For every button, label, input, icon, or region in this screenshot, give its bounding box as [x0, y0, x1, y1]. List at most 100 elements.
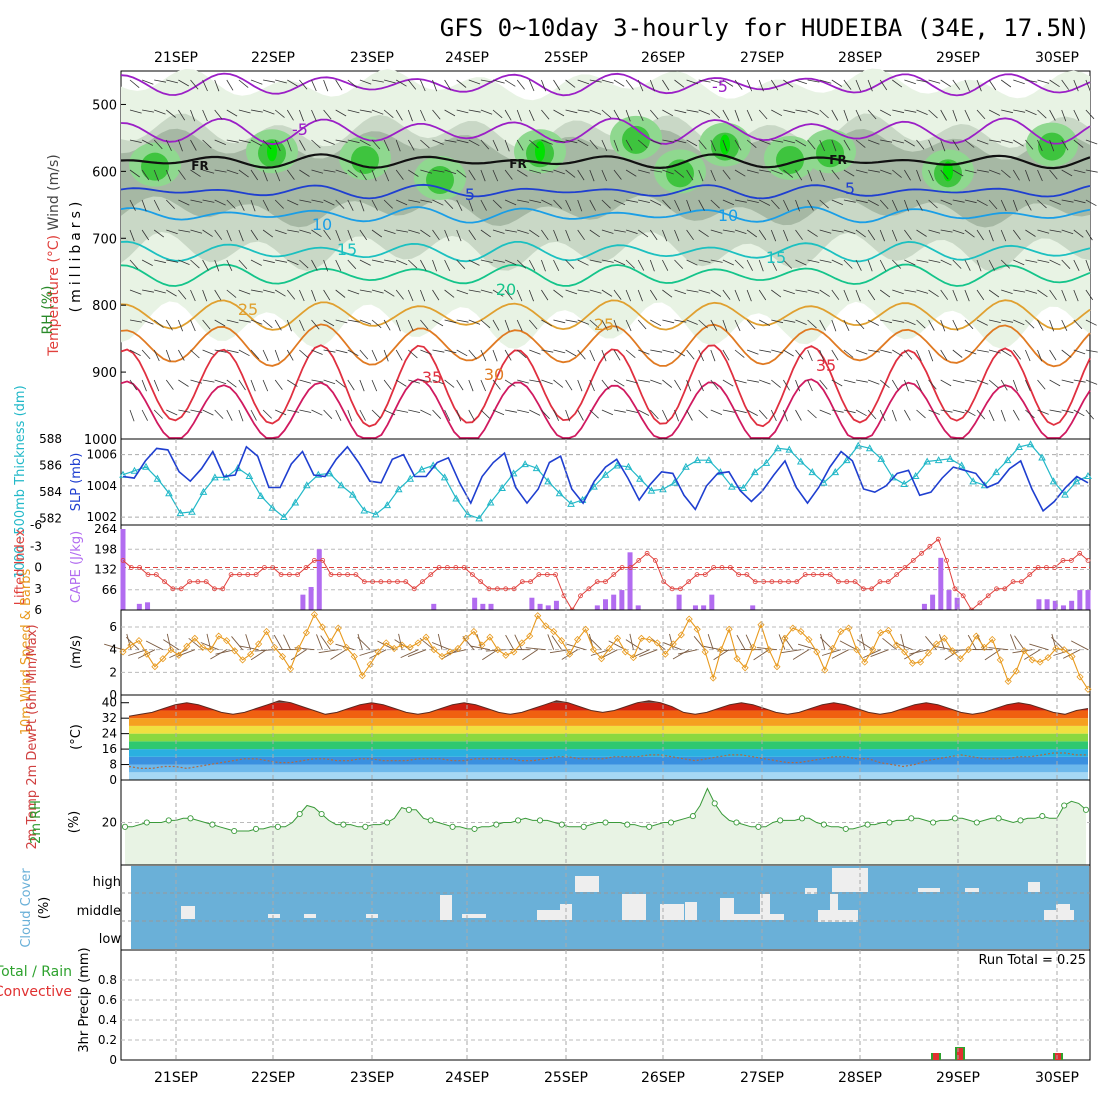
cape-bar	[1060, 605, 1066, 610]
wind-barb	[638, 169, 650, 174]
wind10m-marker	[502, 651, 510, 659]
wind10m-marker	[789, 624, 797, 632]
rh-marker	[886, 819, 893, 826]
wind10m-marker	[1052, 644, 1060, 653]
wind10m-marker	[837, 627, 845, 636]
cape-bar	[611, 594, 617, 610]
cloud-block	[622, 894, 646, 920]
isotherm	[120, 378, 1091, 439]
wind-barb	[831, 259, 843, 266]
wind-barb	[335, 229, 341, 242]
wind-barb	[565, 109, 578, 114]
wind-barb	[359, 289, 372, 293]
isotherm	[120, 263, 1091, 287]
wind10m-marker	[223, 637, 231, 645]
wind10m-marker	[199, 643, 207, 651]
wind-barb	[1049, 139, 1055, 152]
rh-shading	[121, 68, 1090, 349]
wind10m-marker	[462, 634, 470, 642]
thickness-marker	[417, 465, 426, 473]
rh-marker	[1039, 813, 1046, 820]
wind-barb	[710, 79, 723, 84]
wind10m-marker	[589, 646, 598, 654]
wind-barb	[238, 109, 251, 114]
wind-barb	[154, 289, 166, 294]
cape-bar	[431, 603, 437, 610]
li-marker	[137, 565, 143, 570]
wind-barb	[601, 79, 614, 84]
wind-barb	[952, 109, 958, 122]
wind-barb	[202, 409, 214, 416]
li-marker	[478, 579, 484, 585]
wind-barb	[1073, 379, 1086, 383]
wind-barb	[178, 259, 190, 265]
rh-marker	[165, 817, 172, 824]
wind-barb	[286, 139, 292, 152]
wind-barb	[226, 229, 232, 242]
wind-barb	[589, 259, 602, 263]
isotherm-label: 10	[718, 206, 738, 225]
li-marker	[977, 600, 983, 606]
wind10m-barb	[294, 647, 315, 651]
wind-barb	[347, 259, 357, 270]
rh-marker	[1082, 806, 1090, 813]
wind-barb	[274, 199, 284, 209]
wind10m-barb	[820, 633, 826, 650]
wind-barb	[274, 139, 281, 152]
wind-barb	[746, 289, 752, 302]
wind-barb	[916, 289, 929, 294]
wind10m-marker	[972, 632, 980, 640]
wind-barb	[891, 379, 899, 391]
isotherm	[120, 153, 1091, 170]
wind-barb	[129, 169, 140, 178]
wind-barb	[795, 109, 808, 113]
wind-barb	[250, 379, 256, 392]
wind-barb	[432, 379, 444, 385]
wind10m-marker	[757, 621, 765, 629]
wind-barb	[238, 259, 248, 270]
wind-barb	[359, 109, 372, 113]
li-marker	[902, 565, 908, 570]
wind10m-barb	[669, 633, 674, 650]
wind10m-marker	[294, 644, 303, 653]
wind10m-marker	[470, 627, 478, 636]
slp-label: SLP (mb)	[69, 453, 84, 512]
wind-barb	[601, 349, 607, 362]
date-label-bottom: 24SEP	[445, 1070, 489, 1086]
li-marker	[178, 586, 184, 592]
cape-bar	[954, 597, 960, 610]
wind10m-barb	[939, 634, 945, 650]
wind-barb	[553, 289, 564, 298]
wind-barb	[299, 409, 312, 413]
wind-barb	[637, 319, 647, 330]
wind10m-unit: (m/s)	[69, 635, 84, 669]
wind-barb	[1049, 349, 1057, 361]
rh-blob-inner	[622, 125, 650, 154]
wind10m-barb	[590, 649, 610, 656]
wind-barb	[928, 229, 941, 234]
wind-barb	[819, 229, 832, 234]
isotherm-label: 20	[496, 280, 516, 299]
cloud-block	[181, 906, 195, 919]
wind10m-marker	[964, 646, 972, 654]
wind-barb	[1073, 79, 1079, 92]
cape-bar	[692, 605, 698, 610]
cape-bar	[627, 552, 633, 610]
wind-barb	[976, 229, 984, 241]
isotherm	[120, 299, 1091, 331]
wind-barb	[529, 409, 541, 416]
wind-barb	[238, 79, 249, 88]
wind-barb	[553, 169, 565, 175]
wind-barb	[299, 109, 304, 122]
li-marker	[411, 586, 417, 592]
cloud-block	[832, 868, 868, 892]
wind-barb	[1037, 349, 1043, 362]
thickness-marker	[842, 456, 851, 464]
wind-barb	[891, 199, 898, 212]
isotherm	[120, 72, 1091, 97]
wind-barb	[1061, 109, 1067, 122]
li-marker	[420, 579, 425, 585]
temp2m-unit: (°C)	[69, 724, 84, 750]
wind-barb	[420, 379, 433, 383]
wind-barb	[770, 229, 777, 242]
